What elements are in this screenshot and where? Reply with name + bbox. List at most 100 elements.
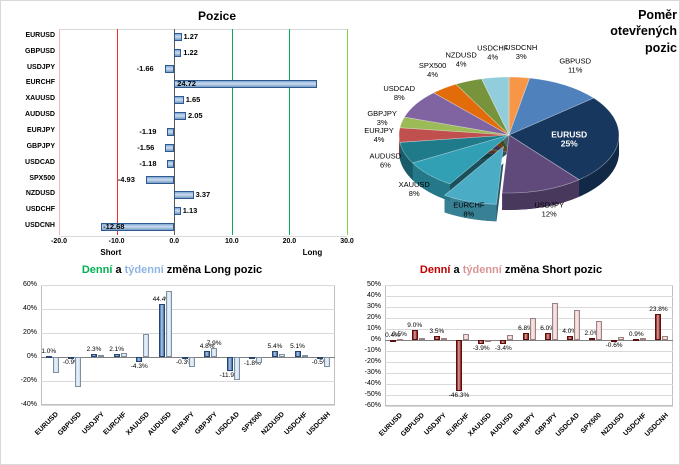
pie-label-USDJPY: USDJPY 12% <box>534 200 564 218</box>
value-label: 0.9% <box>628 331 644 338</box>
grid-line <box>385 395 673 396</box>
bar-USDCHF <box>174 207 181 216</box>
pie-chart-title: Poměr otevřených pozic <box>610 7 677 56</box>
x-tick-label: 20.0 <box>282 238 297 245</box>
grid-line <box>41 333 335 334</box>
y-tick-label: -50% <box>364 391 381 398</box>
open-positions-pie-chart: Poměr otevřených pozic USDCNH 3% GBPUSD 11%… <box>349 3 679 257</box>
title-part: a <box>450 264 463 276</box>
bar-EURCHF-s1 <box>120 353 127 357</box>
pie-label-EURJPY: EURJPY 4% <box>364 126 394 144</box>
bar-USDCHF-s0 <box>294 350 301 357</box>
y-tick-label: 40% <box>366 292 381 299</box>
bar-EURUSD-s0 <box>389 339 396 342</box>
grid-line <box>231 29 233 235</box>
bar-SPX500-s1 <box>256 357 263 364</box>
bar-EURUSD-s1 <box>396 339 403 342</box>
x-tick-label: 0.0 <box>169 238 180 245</box>
bar-SPX500-s0 <box>588 337 595 340</box>
bar-AUDUSD-s1 <box>165 291 172 357</box>
value-label: 6.0% <box>540 325 556 333</box>
y-tick-label: -40% <box>20 401 37 408</box>
value-label: 24.72 <box>177 79 196 89</box>
value-label: 5.4% <box>267 342 283 350</box>
category-label: EURCHF <box>25 79 55 87</box>
bar-GBPUSD-s1 <box>418 337 425 340</box>
value-label: 2.0% <box>584 329 600 337</box>
category-label: USDCAD <box>25 158 55 166</box>
grid-line <box>385 329 673 330</box>
bar-SPX500-s1 <box>595 321 602 340</box>
bar-GBPJPY <box>165 143 175 152</box>
grid-line <box>116 29 118 235</box>
pie-label-EURUSD: EURUSD 25% <box>551 130 587 149</box>
value-label: -4.93 <box>117 174 135 184</box>
y-tick-label: 20% <box>22 329 37 336</box>
axis-label-long: Long <box>302 248 323 257</box>
pie-slice-EURCHF <box>443 145 504 205</box>
grid-line <box>385 373 673 374</box>
grid-line <box>385 296 673 297</box>
value-label: 0.5% <box>392 331 407 339</box>
grid-line <box>385 362 673 363</box>
bar-USDCAD-s0 <box>566 335 573 340</box>
category-label: GBPUSD <box>25 47 55 55</box>
grid-line <box>41 405 335 406</box>
value-label: 9.0% <box>407 322 423 330</box>
grid-line <box>41 381 335 382</box>
value-label: 2.1% <box>109 346 125 354</box>
bar-NZDUSD-s0 <box>271 350 278 357</box>
value-label: -1.66 <box>136 63 154 73</box>
pie-label-NZDUSD: NZDUSD 4% <box>446 50 478 68</box>
grid-line <box>41 357 335 358</box>
value-label: -1.56 <box>137 142 155 152</box>
bar-USDCHF-s0 <box>633 339 640 341</box>
bar-USDCNH <box>101 223 175 232</box>
bar-NZDUSD-s1 <box>278 353 285 357</box>
pie-title-line-1: Poměr <box>638 8 677 22</box>
grid-line <box>41 285 335 286</box>
bar-XAUUSD-s0 <box>136 357 143 363</box>
category-label: GBPJPY <box>26 142 55 150</box>
short-chart-title: Denní a týdenní změna Short pozic <box>343 264 679 276</box>
bar-GBPJPY-s1 <box>551 303 558 340</box>
bar-USDJPY-s0 <box>91 354 98 357</box>
x-tick-label: -20.0 <box>51 238 67 245</box>
y-tick-label: -60% <box>364 402 381 409</box>
bar-EURJPY-s1 <box>529 318 536 340</box>
pie-slice-USDCHF <box>481 76 510 136</box>
bar-EURJPY-s0 <box>181 357 188 359</box>
title-part: změna Short pozic <box>501 264 603 276</box>
bar-EURUSD-s1 <box>52 357 59 373</box>
value-label: 6.8% <box>518 324 533 332</box>
value-label: 7.9% <box>206 339 222 347</box>
pie-slice-EURUSD <box>508 97 620 181</box>
short-change-bar-chart: Denní a týdenní změna Short pozic 50% 40%… <box>343 261 679 464</box>
value-label: 1.0% <box>41 347 57 355</box>
value-label: -0.9% <box>62 359 80 367</box>
value-label: -0.6% <box>605 342 623 349</box>
category-label: EURUSD <box>25 31 55 39</box>
title-part: a <box>112 264 125 276</box>
value-label: 3.5% <box>429 328 445 336</box>
x-tick-label: -10.0 <box>108 238 125 245</box>
x-tick-label: 10.0 <box>224 238 239 245</box>
title-part: Denní <box>419 264 451 276</box>
pie-slice-GBPUSD <box>508 77 595 136</box>
value-label: 44.4% <box>152 295 172 303</box>
pie-title-line-2: otevřených <box>610 24 677 39</box>
bar-USDCNH-s0 <box>655 313 662 340</box>
category-label: USDCHF <box>25 206 55 214</box>
bar-XAUUSD-s1 <box>143 333 150 357</box>
grid-line <box>41 309 335 310</box>
pie-slice-USDJPY <box>501 134 580 194</box>
bar-AUDUSD-s1 <box>507 335 514 340</box>
title-part: týdenní <box>462 264 502 276</box>
pie-label-USDCAD: USDCAD 8% <box>383 84 415 102</box>
x-tick-label: 30.0 <box>340 238 354 245</box>
title-part: týdenní <box>124 264 164 276</box>
value-label: -46.3% <box>448 391 470 399</box>
value-label: 2.3% <box>86 346 102 354</box>
value-label: -1.19 <box>139 127 157 136</box>
